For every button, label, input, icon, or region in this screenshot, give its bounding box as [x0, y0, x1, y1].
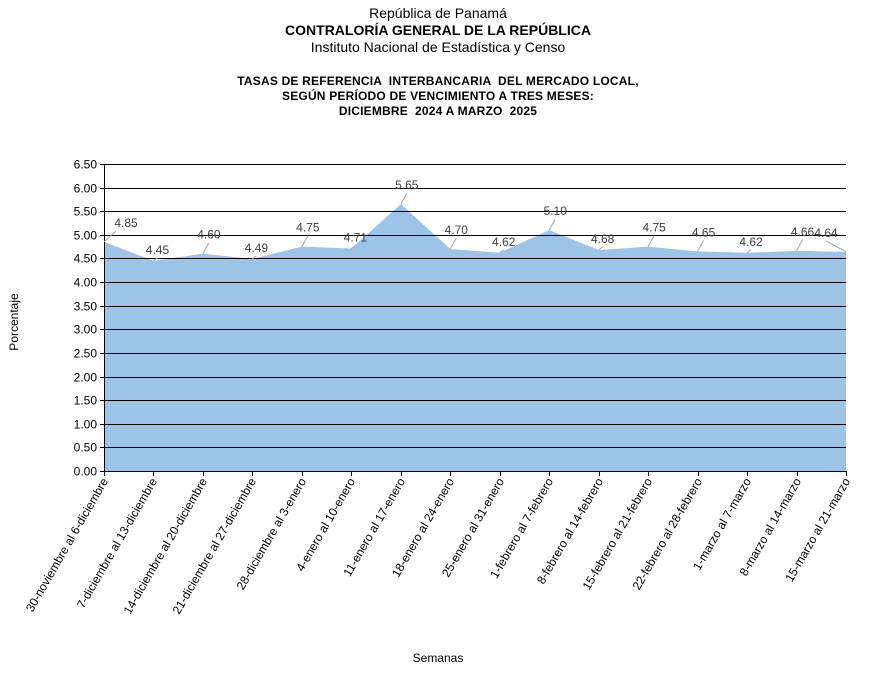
chart-title-line-1: TASAS DE REFERENCIA INTERBANCARIA DEL ME…: [237, 74, 639, 88]
data-label: 5.10: [544, 204, 568, 218]
data-label: 4.45: [146, 243, 170, 257]
data-label: 4.75: [296, 221, 320, 235]
data-label-leader: [103, 230, 117, 243]
y-tick-label: 5.00: [74, 229, 98, 243]
y-tick-label: 2.00: [74, 371, 98, 385]
data-label-leader: [351, 245, 356, 249]
data-label-leader: [499, 249, 505, 254]
chart-title-line-2: SEGÚN PERÍODO DE VENCIMIENTO A TRES MESE…: [282, 89, 594, 103]
data-label-leader: [252, 255, 257, 260]
data-label: 4.62: [492, 235, 516, 249]
country-name: República de Panamá: [369, 5, 507, 21]
data-label-leader: [825, 240, 847, 253]
x-tick-label: 14-diciembre al 20-diciembre: [121, 475, 211, 616]
data-label: 4.64: [814, 226, 838, 240]
data-label-leader: [153, 257, 158, 262]
y-tick-label: 6.50: [74, 158, 98, 172]
data-label-leader: [647, 235, 655, 247]
data-label: 4.70: [445, 223, 469, 237]
y-tick-label: 3.50: [74, 300, 98, 314]
data-label: 4.66: [791, 225, 815, 239]
data-label: 4.68: [591, 232, 615, 246]
y-tick-label: 1.50: [74, 394, 98, 408]
data-label: 4.71: [344, 231, 368, 245]
y-tick-label: 6.00: [74, 182, 98, 196]
y-tick-label: 0.50: [74, 441, 98, 455]
data-label: 4.65: [692, 225, 716, 239]
data-label: 4.49: [245, 241, 269, 255]
report-header: República de Panamá CONTRALORÍA GENERAL …: [0, 5, 876, 56]
y-tick-label: 4.00: [74, 276, 98, 290]
x-axis-title: Semanas: [412, 651, 464, 665]
y-tick-label: 5.50: [74, 205, 98, 219]
y-axis-title: Porcentaje: [7, 293, 21, 351]
area-series: [104, 204, 846, 471]
data-label: 4.62: [739, 235, 763, 249]
data-label: 5.65: [395, 178, 419, 192]
chart-title-line-3: DICIEMBRE 2024 A MARZO 2025: [338, 104, 538, 118]
data-label-leader: [449, 237, 457, 250]
x-tick-label: 21-diciembre al 27-diciembre: [170, 475, 260, 616]
data-label-leader: [697, 240, 705, 252]
y-tick-label: 3.00: [74, 323, 98, 337]
x-tick-label: 30-noviembre al 6-diciembre: [23, 475, 111, 614]
y-tick-label: 1.00: [74, 418, 98, 432]
institution-name: CONTRALORÍA GENERAL DE LA REPÚBLICA: [285, 22, 591, 38]
data-label-leader: [301, 235, 309, 247]
data-label-leader: [202, 242, 210, 254]
data-label-leader: [548, 218, 556, 231]
data-label-leader: [400, 192, 408, 205]
chart-title: TASAS DE REFERENCIA INTERBANCARIA DEL ME…: [0, 74, 876, 119]
y-tick-label: 0.00: [74, 465, 98, 479]
data-label: 4.60: [197, 228, 221, 242]
data-label-leader: [598, 246, 603, 251]
data-label: 4.75: [642, 221, 666, 235]
data-label-leader: [796, 239, 803, 252]
y-tick-label: 2.50: [74, 347, 98, 361]
y-tick-label: 4.50: [74, 252, 98, 266]
data-label-leader: [746, 249, 752, 254]
institute-name: Instituto Nacional de Estadística y Cens…: [310, 39, 566, 55]
data-label: 4.85: [114, 216, 138, 230]
